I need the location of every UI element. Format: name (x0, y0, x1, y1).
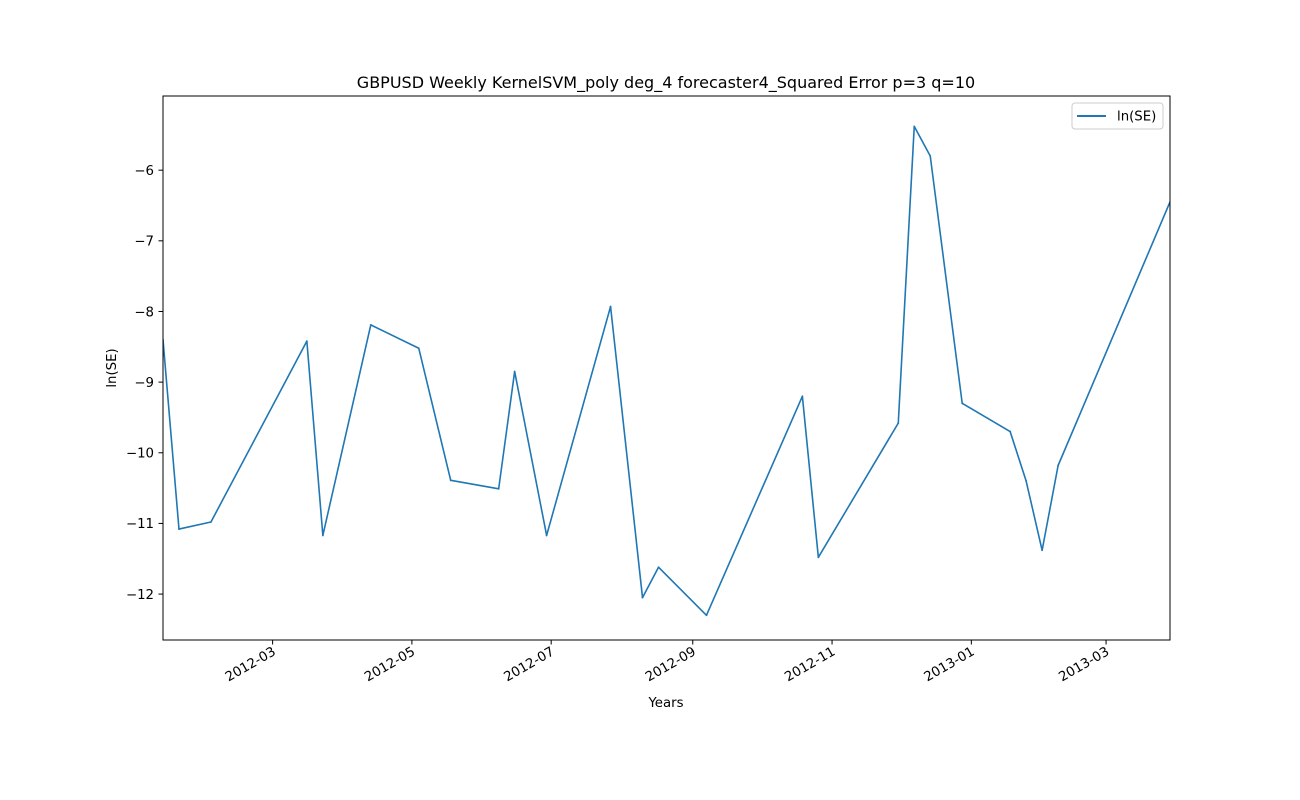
data-point (929, 155, 932, 157)
data-point (1041, 549, 1044, 552)
data-point (961, 402, 964, 405)
data-point (1009, 430, 1012, 433)
y-tick-label: −9 (134, 376, 154, 391)
data-point (513, 370, 516, 373)
y-axis-label: ln(SE) (105, 348, 120, 387)
y-tick-label: −7 (134, 235, 154, 250)
chart-title: GBPUSD Weekly KernelSVM_poly deg_4 forec… (357, 73, 975, 93)
y-tick-label: −12 (126, 588, 154, 603)
data-point (497, 487, 500, 490)
data-point (657, 566, 660, 569)
data-point (897, 422, 900, 425)
data-point (178, 528, 180, 530)
plot-area (162, 95, 1171, 641)
y-tick-label: −8 (134, 305, 154, 320)
x-axis-label: Years (647, 696, 683, 711)
data-point (817, 556, 820, 559)
legend-label: ln(SE) (1117, 110, 1156, 125)
y-tick-label: −10 (126, 447, 154, 462)
legend: ln(SE) (1071, 102, 1164, 130)
data-point (210, 521, 212, 523)
data-point (801, 395, 804, 398)
data-point (545, 534, 548, 537)
series-layer (163, 125, 1170, 617)
data-point (1057, 464, 1060, 467)
plot-frame (162, 95, 1171, 641)
y-axis: −6 −7 −8 −9 −10 −11 −12 (126, 164, 163, 603)
data-point (1025, 480, 1028, 482)
y-tick-label: −11 (126, 517, 154, 532)
data-point (705, 614, 708, 617)
series-line (163, 125, 1170, 617)
legend-box (1071, 102, 1164, 130)
data-point (641, 596, 644, 599)
data-point (305, 340, 308, 343)
data-point (609, 305, 612, 308)
data-point (913, 125, 916, 128)
data-point (449, 479, 452, 482)
data-point (417, 347, 420, 350)
data-point (321, 534, 324, 537)
data-point (369, 324, 372, 326)
y-tick-label: −6 (134, 164, 154, 179)
